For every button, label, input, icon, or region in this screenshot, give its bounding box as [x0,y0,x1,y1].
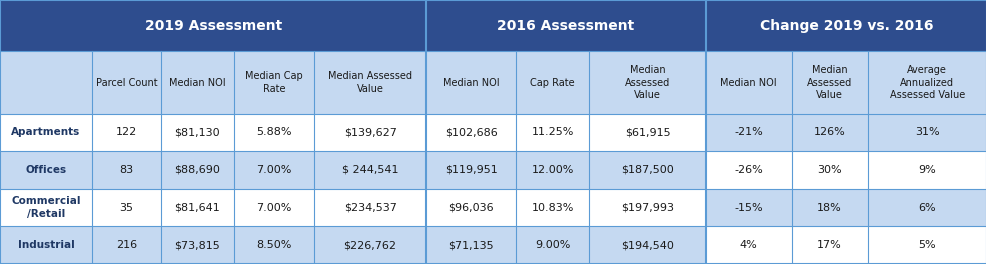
Bar [0,0,426,51]
Text: Median NOI: Median NOI [169,78,226,87]
Text: 18%: 18% [816,202,841,213]
Text: 2016 Assessment: 2016 Assessment [497,19,634,33]
Bar [705,151,986,189]
Text: $61,915: $61,915 [624,127,669,137]
Text: $81,130: $81,130 [175,127,220,137]
Text: $234,537: $234,537 [343,202,396,213]
Text: Median NOI: Median NOI [720,78,776,87]
Text: 122: 122 [115,127,137,137]
Text: Median Cap
Rate: Median Cap Rate [245,71,303,94]
Text: 17%: 17% [816,240,841,250]
Text: 4%: 4% [740,240,756,250]
Bar [426,0,705,51]
Text: $102,686: $102,686 [445,127,497,137]
Bar [0,189,705,226]
Text: 5%: 5% [918,240,935,250]
Text: $226,762: $226,762 [343,240,396,250]
Text: -15%: -15% [734,202,762,213]
Text: 11.25%: 11.25% [531,127,573,137]
Text: 12.00%: 12.00% [531,165,573,175]
Text: $187,500: $187,500 [620,165,673,175]
Text: 2019 Assessment: 2019 Assessment [144,19,282,33]
Text: Median NOI: Median NOI [443,78,499,87]
Text: Apartments: Apartments [11,127,81,137]
Text: 8.50%: 8.50% [256,240,291,250]
Text: Industrial: Industrial [18,240,74,250]
Text: $71,135: $71,135 [448,240,494,250]
Text: Offices: Offices [26,165,66,175]
Text: 9.00%: 9.00% [534,240,570,250]
Text: $194,540: $194,540 [620,240,673,250]
Text: 35: 35 [119,202,133,213]
Text: $96,036: $96,036 [448,202,494,213]
Text: $ 244,541: $ 244,541 [341,165,398,175]
Text: $81,641: $81,641 [175,202,220,213]
Text: Change 2019 vs. 2016: Change 2019 vs. 2016 [759,19,932,33]
Text: 30%: 30% [816,165,841,175]
Text: Parcel Count: Parcel Count [96,78,157,87]
Bar [0,51,986,264]
Text: -26%: -26% [734,165,762,175]
Text: $88,690: $88,690 [175,165,220,175]
Text: 6%: 6% [918,202,935,213]
Text: Median
Assessed
Value: Median Assessed Value [624,65,669,100]
Text: Average
Annualized
Assessed Value: Average Annualized Assessed Value [888,65,964,100]
Text: Median Assessed
Value: Median Assessed Value [327,71,412,94]
Text: 7.00%: 7.00% [256,202,291,213]
Text: $139,627: $139,627 [343,127,396,137]
Bar [0,226,705,264]
Bar [705,226,986,264]
Text: 83: 83 [119,165,133,175]
Bar [705,189,986,226]
Text: Commercial
/Retail: Commercial /Retail [11,196,81,219]
Text: Median
Assessed
Value: Median Assessed Value [807,65,851,100]
Bar [705,0,986,51]
Text: 9%: 9% [918,165,935,175]
Text: $73,815: $73,815 [175,240,220,250]
Text: 5.88%: 5.88% [256,127,291,137]
Text: 10.83%: 10.83% [531,202,573,213]
Text: 31%: 31% [914,127,939,137]
Text: $119,951: $119,951 [445,165,497,175]
Bar [705,114,986,151]
Text: $197,993: $197,993 [620,202,673,213]
Text: -21%: -21% [734,127,762,137]
Bar [0,114,705,151]
Text: 126%: 126% [812,127,845,137]
Text: 7.00%: 7.00% [256,165,291,175]
Text: 216: 216 [115,240,137,250]
Text: Cap Rate: Cap Rate [529,78,575,87]
Bar [0,151,705,189]
